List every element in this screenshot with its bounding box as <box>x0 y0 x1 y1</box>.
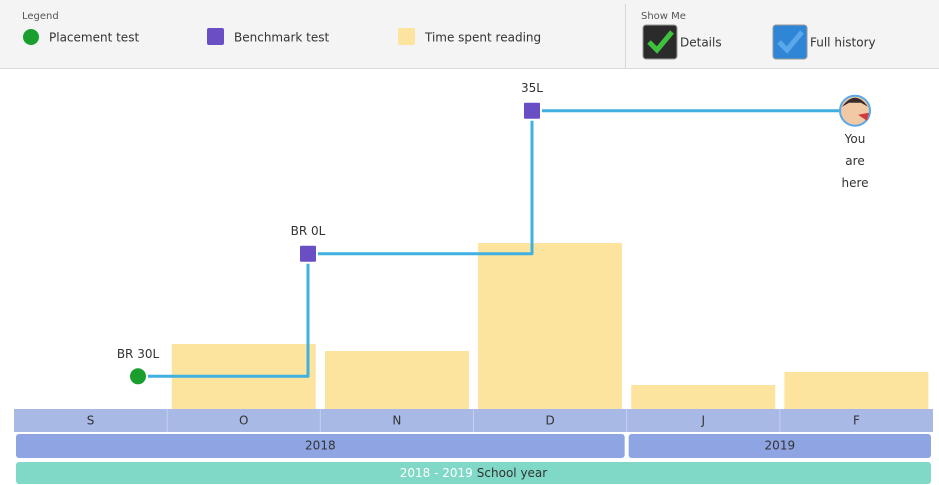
marker-label: You <box>844 132 866 146</box>
page: Legend Show Me Placement test Benchmark t… <box>0 0 939 485</box>
school-year-years: 2018 - 2019 <box>400 466 473 480</box>
benchmark-marker <box>299 245 317 263</box>
reading-bar <box>325 351 469 409</box>
checkbox-label[interactable]: Details <box>680 36 722 50</box>
benchmark-marker <box>523 102 541 120</box>
checkbox-label[interactable]: Full history <box>810 36 876 50</box>
legend-label: Time spent reading <box>424 31 541 45</box>
month-label: D <box>545 414 554 428</box>
legend-label: Placement test <box>49 31 139 45</box>
month-label: N <box>392 414 401 428</box>
legend-swatch <box>207 28 224 45</box>
month-label: F <box>853 414 860 428</box>
marker-label: here <box>841 176 868 190</box>
legend-label: Benchmark test <box>234 31 330 45</box>
reading-bar <box>631 385 775 409</box>
lexile-label: BR 30L <box>117 347 160 361</box>
month-label: J <box>700 414 705 428</box>
month-label: S <box>87 414 95 428</box>
legend-swatch <box>398 28 415 45</box>
school-year-bar <box>16 462 931 484</box>
legend-title: Legend <box>22 11 59 22</box>
legend-swatch <box>23 29 39 45</box>
marker-label: are <box>845 154 864 168</box>
month-label: O <box>239 414 248 428</box>
checkbox[interactable] <box>643 25 677 59</box>
screen: Legend Show Me Placement test Benchmark t… <box>0 0 939 485</box>
year-label: 2018 <box>305 439 336 453</box>
school-year-text: School year <box>477 466 547 480</box>
reading-bar <box>784 372 928 409</box>
checkbox[interactable] <box>773 25 807 59</box>
lexile-label: 35L <box>521 81 543 95</box>
lexile-label: BR 0L <box>291 224 326 238</box>
placement-marker <box>129 367 147 385</box>
show-me-title: Show Me <box>641 11 686 22</box>
year-label: 2019 <box>765 439 796 453</box>
reading-bar <box>478 243 622 409</box>
